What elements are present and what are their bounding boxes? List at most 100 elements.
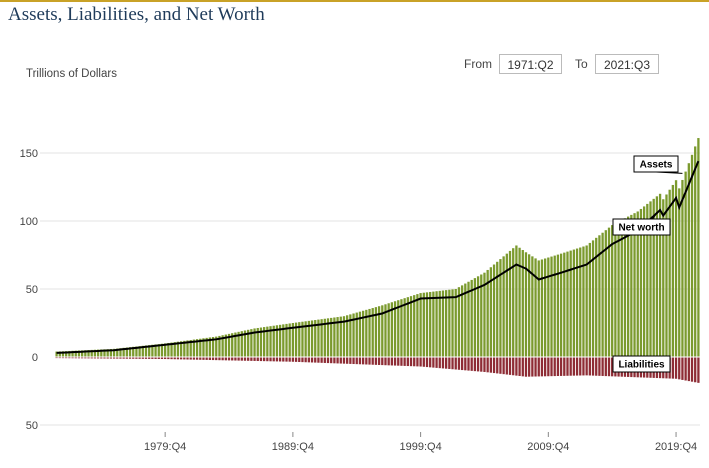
assets-bar (100, 349, 103, 357)
liabilities-bar (358, 357, 362, 365)
liabilities-bar (467, 357, 470, 371)
assets-bar (563, 252, 566, 357)
assets-bar (179, 341, 183, 357)
assets-bar (317, 319, 320, 357)
assets-bar (342, 316, 346, 357)
liabilities-bar (227, 357, 231, 361)
liabilities-bar (282, 357, 285, 362)
assets-bar (684, 171, 687, 357)
liabilities-bar (342, 357, 346, 364)
liabilities-bar (473, 357, 477, 372)
assets-bar (96, 349, 100, 357)
liabilities-bar (58, 357, 61, 359)
assets-bar (307, 320, 310, 357)
assets-bar (183, 340, 186, 357)
liabilities-bar (435, 357, 438, 368)
liabilities-bar (291, 357, 295, 362)
assets-bar (119, 348, 122, 357)
x-tick-label: 2009:Q4 (527, 441, 569, 453)
to-date-input[interactable]: 2021:Q3 (595, 54, 659, 74)
assets-bar (68, 350, 71, 357)
assets-bar (559, 253, 563, 357)
assets-bar (441, 290, 445, 357)
liabilities-bar (543, 357, 547, 377)
liabilities-bar (176, 357, 180, 360)
liabilities-bar (65, 357, 68, 359)
liabilities-bar (374, 357, 378, 365)
liabilities-bar (684, 357, 687, 381)
assets-bar (499, 259, 502, 357)
assets-bar (61, 351, 65, 357)
liabilities-bar (496, 357, 499, 374)
net-worth-callout-label: Net worth (618, 223, 664, 234)
liabilities-bar (476, 357, 480, 372)
assets-bar (636, 211, 639, 357)
liabilities-bar (346, 357, 349, 364)
liabilities-bar (87, 357, 90, 359)
assets-bar (84, 350, 87, 357)
liabilities-bar (119, 357, 122, 359)
liabilities-bar (368, 357, 371, 365)
liabilities-bar (547, 357, 550, 377)
liabilities-bar (694, 357, 697, 383)
liabilities-bar (687, 357, 690, 382)
assets-bar (400, 299, 403, 357)
y-tick-label: 50 (26, 284, 38, 296)
liabilities-bar (144, 357, 148, 359)
liabilities-bar (499, 357, 502, 374)
liabilities-bar (135, 357, 138, 359)
liabilities-bar (275, 357, 279, 362)
assets-bar (642, 206, 646, 357)
liabilities-bar (598, 357, 601, 376)
assets-bar (65, 351, 68, 357)
from-label: From (464, 57, 492, 71)
assets-bar (231, 333, 234, 357)
liabilities-bar (403, 357, 406, 366)
assets-bar (534, 258, 537, 357)
liabilities-bar (218, 357, 221, 361)
assets-bar (141, 345, 144, 357)
assets-bar (627, 216, 630, 357)
liabilities-bar (425, 357, 429, 368)
assets-bar (170, 342, 173, 357)
assets-bar (71, 350, 74, 357)
assets-bar (480, 274, 483, 357)
assets-bar (116, 348, 119, 357)
assets-bar (218, 335, 221, 357)
liabilities-bar (387, 357, 390, 366)
assets-bar (195, 339, 199, 357)
assets-bar (639, 208, 643, 357)
assets-bar (620, 219, 623, 357)
assets-bar (186, 340, 189, 357)
liabilities-bar (80, 357, 84, 359)
liabilities-bar (432, 357, 435, 368)
assets-bar (247, 329, 250, 357)
assets-bar (240, 331, 243, 357)
assets-bar (176, 341, 180, 357)
assets-bar (333, 317, 336, 357)
liabilities-bar (320, 357, 323, 363)
liabilities-bar (112, 357, 116, 359)
liabilities-bar (457, 357, 461, 370)
liabilities-bar (674, 357, 678, 379)
assets-callout-box (633, 155, 679, 173)
to-label: To (575, 57, 588, 71)
assets-bar (189, 340, 192, 357)
assets-bar (569, 250, 572, 357)
from-date-input[interactable]: 1971:Q2 (499, 54, 562, 74)
liabilities-bar (419, 357, 422, 367)
assets-bar (304, 321, 307, 357)
liabilities-bar (588, 357, 591, 376)
assets-bar (336, 317, 339, 357)
liabilities-bar (294, 357, 298, 362)
liabilities-bar (413, 357, 416, 367)
y-tick-label: 0 (32, 352, 38, 364)
liabilities-bar (278, 357, 282, 362)
liabilities-bar (170, 357, 173, 360)
assets-bar (167, 342, 170, 357)
assets-bar (489, 267, 493, 357)
assets-bar (403, 298, 406, 357)
assets-bar (579, 247, 582, 357)
liabilities-bar (237, 357, 240, 361)
assets-bar (272, 325, 275, 357)
